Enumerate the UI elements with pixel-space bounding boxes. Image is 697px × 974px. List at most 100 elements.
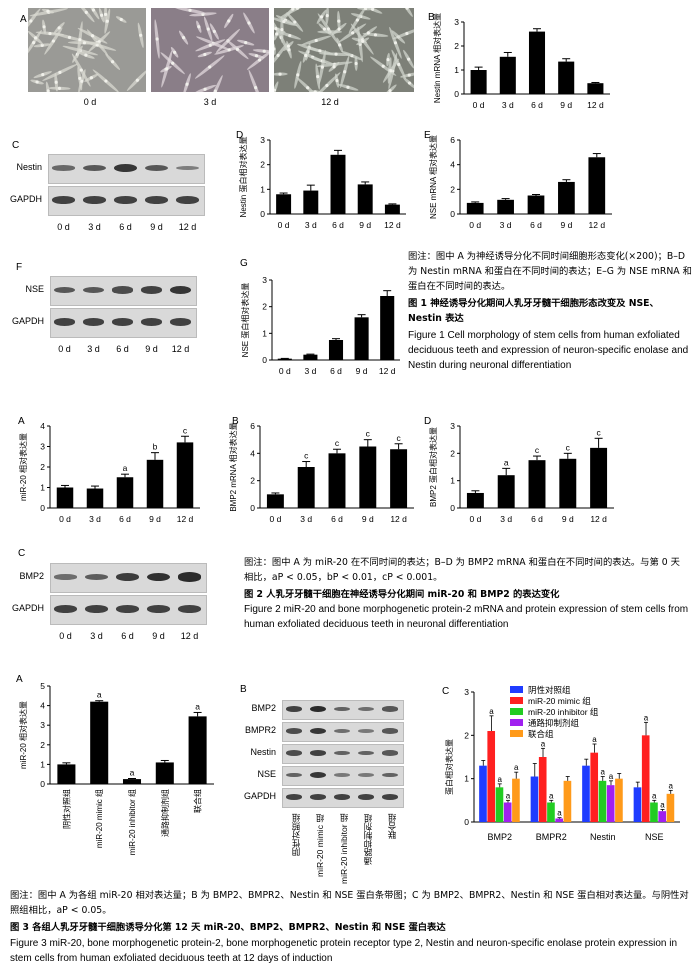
x-tick-label: 0 d bbox=[279, 366, 291, 376]
x-tick-label: 12 d bbox=[590, 514, 607, 524]
cell-body bbox=[197, 25, 201, 29]
cell-body bbox=[274, 27, 278, 31]
cell-body bbox=[203, 52, 207, 57]
y-axis-label: Nestin 蛋白相对表达量 bbox=[238, 137, 248, 218]
y-axis-label: NSE 蛋白相对表达量 bbox=[240, 283, 250, 358]
bar bbox=[380, 296, 395, 360]
cell-body bbox=[46, 89, 50, 92]
blot-band bbox=[310, 705, 326, 713]
y-tick-label: 4 bbox=[40, 701, 45, 711]
blot-band bbox=[286, 793, 302, 801]
bar bbox=[297, 467, 315, 508]
x-tick-label: 0 d bbox=[278, 220, 290, 230]
bar bbox=[354, 317, 369, 360]
bar bbox=[650, 802, 658, 822]
cell-body bbox=[227, 48, 231, 52]
cell-body bbox=[346, 85, 350, 89]
cell-body bbox=[389, 69, 393, 73]
cell-body bbox=[257, 58, 262, 62]
bar bbox=[588, 157, 606, 214]
blot-band bbox=[83, 286, 104, 294]
cell-body bbox=[287, 48, 291, 52]
bar bbox=[633, 787, 642, 822]
cell-body bbox=[119, 17, 123, 22]
cell-body bbox=[80, 79, 84, 83]
significance-label: a bbox=[514, 763, 519, 772]
cell-body bbox=[296, 73, 300, 77]
x-tick-label: 9 d bbox=[356, 366, 368, 376]
micrograph-1 bbox=[151, 8, 269, 92]
cell-body bbox=[355, 18, 359, 22]
cell-body bbox=[244, 41, 248, 45]
blot-band bbox=[310, 793, 326, 801]
x-tick-label: 6 d bbox=[330, 366, 342, 376]
significance-label: c bbox=[183, 425, 188, 435]
cell-body bbox=[371, 8, 375, 11]
cell-body bbox=[48, 31, 52, 36]
cell-body bbox=[282, 19, 286, 24]
blot-band bbox=[358, 750, 374, 756]
significance-label: c bbox=[596, 427, 601, 437]
y-tick-label: 0 bbox=[40, 779, 45, 789]
bar bbox=[558, 181, 575, 214]
x-tick-label: Nestin bbox=[590, 832, 616, 842]
significance-label: a bbox=[541, 739, 546, 748]
x-tick-label: miR-20 inhibitor 组 bbox=[127, 789, 137, 855]
bar bbox=[330, 154, 346, 214]
y-tick-label: 1 bbox=[450, 476, 455, 486]
cell-body bbox=[67, 35, 72, 40]
cell-body bbox=[373, 33, 378, 37]
cell-body bbox=[351, 31, 355, 35]
bar bbox=[582, 765, 590, 822]
cell-body bbox=[35, 80, 39, 84]
bar bbox=[641, 735, 650, 822]
y-tick-label: 6 bbox=[450, 135, 455, 145]
blot-lane-label: 9 d bbox=[152, 631, 165, 641]
cell-body bbox=[103, 12, 108, 17]
y-tick-label: 0 bbox=[454, 89, 459, 99]
blot-row-label: GAPDH bbox=[11, 603, 44, 613]
cell-body bbox=[135, 78, 139, 82]
x-tick-label: 9 d bbox=[149, 514, 161, 524]
blot-lane-label: 0 d bbox=[58, 344, 71, 354]
significance-label: c bbox=[396, 433, 401, 443]
bar bbox=[512, 778, 520, 822]
bar bbox=[470, 70, 487, 94]
blot-lane-label: 12 d bbox=[171, 344, 190, 354]
micro-time-2: 12 d bbox=[321, 97, 339, 107]
cell-body bbox=[407, 73, 411, 77]
cell-body bbox=[206, 27, 210, 31]
y-tick-label: 0 bbox=[262, 355, 267, 365]
x-tick-label: NSE bbox=[645, 832, 664, 842]
bar bbox=[466, 492, 484, 508]
significance-label: a bbox=[592, 735, 597, 744]
blot-band bbox=[334, 728, 350, 734]
y-tick-label: 3 bbox=[464, 687, 469, 697]
x-tick-label: 6 d bbox=[331, 514, 343, 524]
blot-lane-label: 9 d bbox=[150, 222, 163, 232]
fig1-panel-f-label: F bbox=[16, 262, 23, 273]
cell-body bbox=[91, 8, 96, 12]
cell-body bbox=[405, 31, 409, 36]
y-tick-label: 2 bbox=[450, 448, 455, 458]
micro-time-1: 3 d bbox=[203, 97, 217, 107]
bar bbox=[122, 779, 142, 784]
cell-body bbox=[337, 27, 341, 31]
blot-band bbox=[286, 705, 302, 713]
significance-label: a bbox=[506, 791, 511, 800]
cell-body bbox=[325, 13, 329, 18]
blot-band bbox=[382, 728, 398, 734]
significance-label: b bbox=[153, 442, 158, 452]
blot-band bbox=[358, 728, 374, 734]
x-tick-label: 0 d bbox=[59, 514, 71, 524]
significance-label: c bbox=[304, 451, 309, 461]
bar bbox=[587, 83, 604, 94]
significance-label: c bbox=[566, 442, 571, 452]
x-tick-label: 12 d bbox=[589, 220, 606, 230]
fig3-caption-note: 图注：图中 A 为各组 miR-20 相对表达量；B 为 BMP2、BMPR2、… bbox=[10, 890, 689, 916]
chart-fig1-g: G NSE 蛋白相对表达量 0 1 2 3 0 d 3 d 6 d 9 d 12 d bbox=[240, 258, 400, 376]
cell-body bbox=[322, 27, 327, 31]
cell-body bbox=[247, 21, 251, 25]
